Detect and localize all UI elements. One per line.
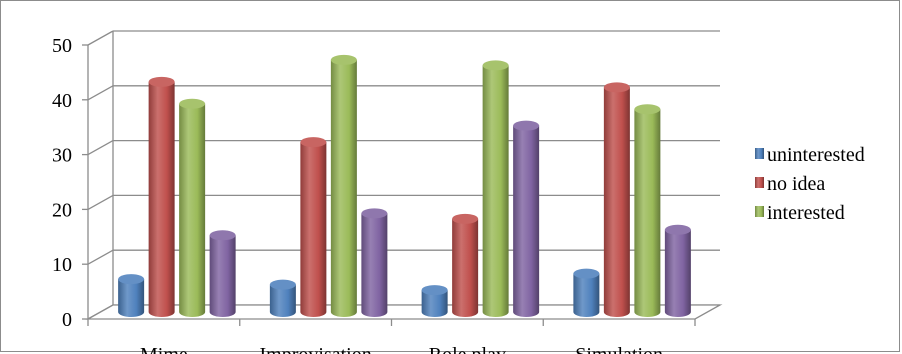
- bar: [300, 137, 327, 317]
- gridline-side: [87, 30, 114, 46]
- y-tick-label: 50: [52, 35, 72, 57]
- bar-body: [482, 65, 509, 318]
- bar-body: [300, 142, 327, 317]
- bar-body: [330, 59, 357, 318]
- bar: [209, 230, 236, 317]
- bar-body: [634, 109, 661, 318]
- bar: [452, 213, 479, 317]
- bar-body: [452, 218, 479, 317]
- legend-swatch: [755, 206, 764, 217]
- bar-body: [421, 290, 448, 317]
- bar: [482, 60, 509, 318]
- bar-body: [573, 273, 600, 317]
- bar-body: [664, 229, 691, 317]
- bar-body: [209, 235, 236, 317]
- bar: [513, 120, 540, 318]
- bar-top: [179, 98, 206, 109]
- bar-top: [513, 120, 540, 131]
- bar-body: [179, 103, 206, 317]
- bar-top: [603, 82, 630, 93]
- y-tick-label: 40: [52, 90, 72, 112]
- bar-body: [269, 284, 296, 317]
- legend-entry: uninterested: [755, 144, 865, 166]
- gridline-side: [87, 85, 114, 101]
- bar-top: [573, 268, 600, 279]
- gridline-side: [87, 140, 114, 156]
- bar-body: [361, 213, 388, 317]
- bar: [421, 285, 448, 317]
- bar: [269, 279, 296, 317]
- bar: [603, 82, 630, 317]
- bar-top: [118, 274, 145, 285]
- bar-top: [361, 208, 388, 219]
- legend-swatch: [755, 148, 764, 159]
- bar-top: [269, 279, 296, 290]
- bar-body: [148, 81, 175, 317]
- x-tick-label: Mime: [140, 344, 188, 354]
- legend-entry: interested: [755, 202, 845, 224]
- bar-body: [118, 279, 145, 317]
- bar-top: [421, 285, 448, 296]
- gridline-side: [87, 194, 114, 210]
- bar: [118, 274, 145, 317]
- legend-entry: no idea: [755, 173, 825, 195]
- gridline-side: [87, 249, 114, 265]
- legend-label: interested: [767, 202, 845, 224]
- bar: [148, 76, 175, 317]
- bar-top: [330, 54, 357, 65]
- legend-label: uninterested: [767, 144, 865, 166]
- y-tick-label: 0: [62, 309, 72, 331]
- x-tick-label: Improvisation: [260, 344, 372, 354]
- x-tick-label: Role play: [429, 344, 506, 354]
- bar-top: [209, 230, 236, 241]
- bar-top: [148, 76, 175, 87]
- legend-swatch: [755, 177, 764, 188]
- y-tick-label: 10: [52, 254, 72, 276]
- back-wall: [113, 31, 720, 305]
- y-tick-label: 20: [52, 199, 72, 221]
- x-tick-label: Simulation: [575, 344, 663, 354]
- y-tick-label: 30: [52, 145, 72, 167]
- bar: [664, 224, 691, 317]
- bar-body: [513, 125, 540, 318]
- bar-body: [603, 87, 630, 317]
- bar: [573, 268, 600, 317]
- bar: [634, 104, 661, 318]
- bar-top: [482, 60, 509, 71]
- floor: [85, 304, 723, 320]
- bar-top: [300, 137, 327, 148]
- bar-top: [452, 213, 479, 224]
- bar: [361, 208, 388, 317]
- bar-top: [664, 224, 691, 235]
- legend-label: no idea: [767, 173, 825, 195]
- bar: [330, 54, 357, 318]
- bar: [179, 98, 206, 317]
- bar-top: [634, 104, 661, 115]
